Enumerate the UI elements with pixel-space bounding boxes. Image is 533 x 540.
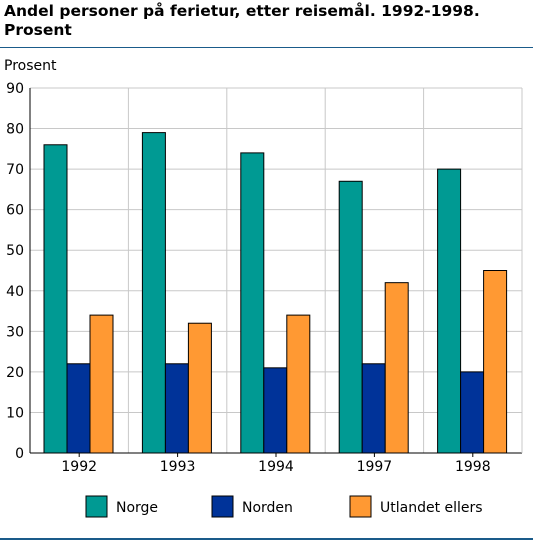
- legend-label: Utlandet ellers: [380, 500, 483, 516]
- y-tick-label: 0: [15, 446, 24, 462]
- y-tick-label: 80: [6, 122, 24, 138]
- legend-label: Norge: [116, 500, 158, 516]
- bar-norge-1994: [240, 152, 265, 454]
- chart-title-line-1: Andel personer på ferietur, etter reisem…: [4, 2, 480, 20]
- bar-norden-1997: [361, 363, 386, 454]
- x-axis-ticks: 1992 1993 1994 1997 1998: [61, 453, 491, 475]
- x-tick-label: 1993: [160, 459, 196, 475]
- chart-title: Andel personer på ferietur, etter reisem…: [4, 2, 529, 40]
- bar-norge-1997: [338, 180, 363, 454]
- bar-norden-1998: [460, 371, 485, 454]
- chart-title-line-2: Prosent: [4, 21, 72, 39]
- bar-utlandet-ellers-1997: [384, 282, 409, 454]
- bar-utlandet-ellers-1998: [483, 270, 508, 454]
- bar-norden-1994: [263, 367, 288, 454]
- bar-norden-1992: [66, 363, 91, 454]
- bars: [43, 132, 508, 454]
- y-tick-label: 50: [6, 243, 24, 259]
- x-tick-label: 1997: [357, 459, 393, 475]
- y-tick-label: 60: [6, 203, 24, 219]
- bar-norge-1993: [141, 132, 166, 454]
- title-divider: [0, 47, 533, 48]
- y-tick-label: 70: [6, 162, 24, 178]
- bar-utlandet-ellers-1994: [286, 314, 311, 454]
- x-tick-label: 1994: [258, 459, 294, 475]
- y-tick-label: 30: [6, 324, 24, 340]
- bar-norden-1993: [164, 363, 189, 454]
- y-tick-label: 90: [6, 81, 24, 97]
- legend-swatch-norden: [211, 495, 234, 518]
- bar-utlandet-ellers-1993: [187, 322, 212, 454]
- x-tick-label: 1992: [61, 459, 97, 475]
- legend: Norge Norden Utlandet ellers: [85, 495, 483, 518]
- x-tick-label: 1998: [455, 459, 491, 475]
- bar-norge-1992: [43, 144, 68, 454]
- bar-utlandet-ellers-1992: [89, 314, 114, 454]
- legend-label: Norden: [242, 500, 293, 516]
- bar-norge-1998: [437, 168, 462, 454]
- legend-swatch-utlandet-ellers: [349, 495, 372, 518]
- y-tick-label: 10: [6, 405, 24, 421]
- bottom-divider: [0, 538, 533, 540]
- legend-swatch-norge: [85, 495, 108, 518]
- y-axis-ticks: 0 10 20 30 40 50 60 70 80 90: [6, 81, 24, 462]
- y-tick-label: 20: [6, 365, 24, 381]
- y-tick-label: 40: [6, 284, 24, 300]
- y-axis-title: Prosent: [4, 58, 57, 74]
